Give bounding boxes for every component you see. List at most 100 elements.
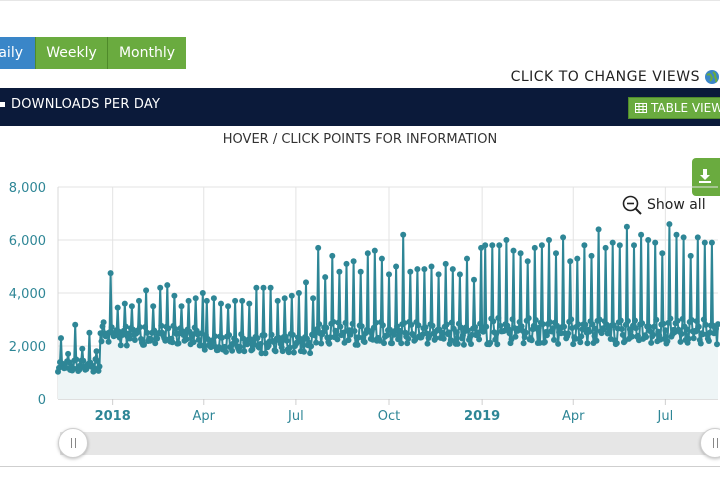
data-point[interactable]: [553, 250, 559, 257]
data-point[interactable]: [495, 315, 502, 321]
data-point[interactable]: [443, 321, 450, 328]
data-point[interactable]: [257, 341, 264, 347]
data-point[interactable]: [405, 335, 412, 342]
data-point[interactable]: [539, 321, 546, 328]
data-point[interactable]: [518, 323, 525, 330]
data-point[interactable]: [631, 242, 637, 249]
data-point[interactable]: [496, 242, 503, 249]
data-point[interactable]: [489, 242, 496, 249]
data-point[interactable]: [98, 338, 105, 345]
data-point[interactable]: [358, 323, 365, 330]
data-point[interactable]: [237, 343, 244, 350]
data-point[interactable]: [211, 333, 218, 340]
table-view-button[interactable]: TABLE VIEW: [628, 97, 720, 119]
data-point[interactable]: [650, 331, 657, 338]
data-point[interactable]: [244, 341, 251, 348]
data-point[interactable]: [279, 348, 286, 355]
data-point[interactable]: [512, 333, 519, 340]
data-point[interactable]: [465, 327, 471, 334]
data-point[interactable]: [190, 339, 197, 346]
data-point[interactable]: [143, 287, 150, 294]
data-point[interactable]: [80, 357, 87, 364]
data-point[interactable]: [79, 345, 86, 352]
data-point[interactable]: [323, 324, 330, 331]
data-point[interactable]: [613, 340, 620, 347]
data-point[interactable]: [522, 329, 529, 336]
data-point[interactable]: [394, 323, 401, 330]
data-point[interactable]: [424, 340, 431, 347]
data-point[interactable]: [372, 319, 379, 326]
data-point[interactable]: [493, 330, 500, 337]
data-point[interactable]: [136, 297, 142, 304]
data-point[interactable]: [126, 335, 133, 342]
data-point[interactable]: [700, 316, 707, 323]
data-point[interactable]: [535, 324, 542, 331]
data-point[interactable]: [694, 234, 701, 241]
data-point[interactable]: [342, 319, 349, 326]
data-point[interactable]: [482, 242, 489, 249]
change-views-link[interactable]: CLICK TO CHANGE VIEWS: [511, 69, 720, 85]
data-point[interactable]: [308, 343, 315, 350]
data-point[interactable]: [268, 331, 275, 338]
data-point[interactable]: [172, 326, 179, 332]
data-point[interactable]: [584, 340, 591, 347]
data-point[interactable]: [337, 323, 344, 330]
data-point[interactable]: [93, 348, 100, 355]
data-point[interactable]: [289, 331, 296, 338]
data-point[interactable]: [688, 317, 695, 323]
data-point[interactable]: [667, 315, 674, 322]
data-point[interactable]: [307, 350, 314, 357]
data-point[interactable]: [653, 316, 660, 323]
data-point[interactable]: [623, 223, 630, 230]
data-point[interactable]: [624, 318, 631, 324]
data-point[interactable]: [378, 255, 385, 262]
data-point[interactable]: [610, 322, 617, 329]
data-point[interactable]: [175, 340, 182, 347]
data-point[interactable]: [541, 339, 548, 345]
data-point[interactable]: [679, 315, 686, 322]
data-point[interactable]: [137, 324, 143, 331]
data-point[interactable]: [386, 271, 392, 278]
data-point[interactable]: [381, 340, 387, 347]
data-point[interactable]: [281, 295, 288, 302]
data-point[interactable]: [117, 342, 124, 349]
data-point[interactable]: [408, 321, 415, 328]
data-point[interactable]: [677, 338, 684, 345]
data-point[interactable]: [629, 333, 635, 340]
tab-daily[interactable]: aily: [0, 37, 35, 69]
data-point[interactable]: [285, 349, 292, 356]
data-point[interactable]: [107, 270, 114, 277]
data-point[interactable]: [370, 324, 377, 331]
data-point[interactable]: [560, 234, 567, 241]
data-point[interactable]: [226, 332, 233, 338]
data-point[interactable]: [351, 328, 358, 334]
data-point[interactable]: [246, 300, 253, 307]
data-point[interactable]: [334, 336, 341, 343]
data-point[interactable]: [412, 336, 419, 343]
data-point[interactable]: [680, 234, 687, 241]
data-point[interactable]: [129, 326, 136, 333]
data-point[interactable]: [619, 331, 626, 338]
data-point[interactable]: [503, 237, 510, 243]
data-point[interactable]: [581, 242, 588, 249]
data-point[interactable]: [199, 290, 206, 296]
data-point[interactable]: [528, 337, 535, 344]
data-point[interactable]: [435, 271, 442, 278]
data-point[interactable]: [453, 329, 460, 336]
data-point[interactable]: [659, 250, 666, 257]
data-point[interactable]: [575, 321, 582, 328]
data-point[interactable]: [56, 364, 62, 371]
data-point[interactable]: [141, 341, 147, 348]
data-point[interactable]: [122, 323, 129, 330]
data-point[interactable]: [460, 341, 467, 348]
data-point[interactable]: [561, 323, 568, 330]
data-point[interactable]: [538, 242, 545, 249]
data-point[interactable]: [591, 333, 598, 339]
data-point[interactable]: [262, 350, 269, 357]
data-point[interactable]: [233, 337, 240, 344]
data-point[interactable]: [326, 340, 333, 347]
data-point[interactable]: [521, 334, 528, 341]
data-point[interactable]: [164, 282, 171, 289]
data-point[interactable]: [600, 326, 607, 333]
data-point[interactable]: [239, 297, 246, 304]
